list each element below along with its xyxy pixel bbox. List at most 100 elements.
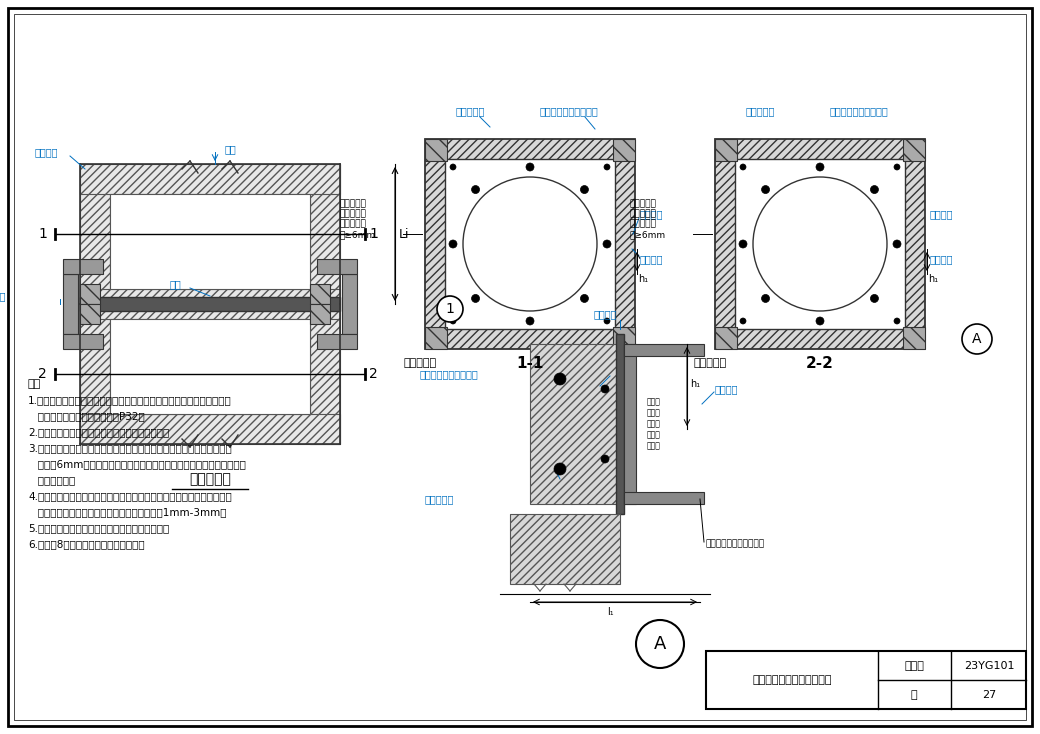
Bar — [425, 139, 635, 349]
Bar — [624, 419, 628, 429]
Bar — [613, 327, 635, 349]
Text: 注：: 注： — [28, 379, 42, 389]
Bar — [310, 304, 330, 324]
Text: 不得高出端板边缘，焊缝高度宜低于坡口端面1mm-3mm。: 不得高出端板边缘，焊缝高度宜低于坡口端面1mm-3mm。 — [28, 507, 227, 517]
Text: 预应力主筋: 预应力主筋 — [425, 494, 454, 504]
Circle shape — [636, 620, 684, 668]
Text: 3.构造钢筋、预埋角钢与端板宜采用压力埋弧焊，采用手工焊时焊缝高度: 3.构造钢筋、预埋角钢与端板宜采用压力埋弧焊，采用手工焊时焊缝高度 — [28, 443, 232, 453]
Text: 预应力空心方桩接桩详图三: 预应力空心方桩接桩详图三 — [752, 675, 832, 685]
Bar — [80, 414, 340, 444]
Text: 连接角钢: 连接角钢 — [716, 384, 738, 394]
Circle shape — [761, 186, 770, 194]
Circle shape — [894, 164, 900, 170]
Bar — [63, 259, 103, 274]
Circle shape — [604, 164, 610, 170]
Bar — [613, 139, 635, 161]
Bar — [616, 334, 624, 514]
Text: 页: 页 — [911, 690, 917, 700]
Circle shape — [739, 240, 747, 248]
Circle shape — [580, 186, 589, 194]
Text: 2: 2 — [369, 367, 378, 381]
Bar — [80, 304, 110, 444]
Text: 与墙板焊接的构造钢筋: 与墙板焊接的构造钢筋 — [830, 106, 889, 116]
Bar — [80, 164, 110, 304]
Bar — [425, 139, 447, 161]
Circle shape — [450, 318, 456, 324]
Text: 2.连接角钢与预埋角钢的连接采取整体边缘焊接。: 2.连接角钢与预埋角钢的连接采取整体边缘焊接。 — [28, 427, 170, 437]
Bar — [735, 159, 905, 329]
Text: 预应力主筋: 预应力主筋 — [746, 106, 775, 116]
Text: A: A — [654, 635, 667, 653]
Text: 接桩详图三: 接桩详图三 — [189, 472, 231, 486]
Bar — [110, 194, 310, 289]
Bar — [342, 274, 357, 334]
Circle shape — [962, 324, 992, 354]
Circle shape — [740, 164, 746, 170]
Bar — [317, 259, 357, 274]
Text: l₁: l₁ — [606, 607, 614, 617]
Circle shape — [449, 240, 457, 248]
Text: 混凝土桩身: 混凝土桩身 — [694, 358, 727, 368]
Circle shape — [554, 463, 566, 475]
Text: 端板: 端板 — [170, 279, 181, 289]
Circle shape — [471, 186, 479, 194]
Text: 不小于6mm（本图与端板连接的构造钢筋主要起主筋镦头与端板的锚固: 不小于6mm（本图与端板连接的构造钢筋主要起主筋镦头与端板的锚固 — [28, 459, 245, 469]
Text: 5.接头部位抗拔承载力不应小于桩身抗拔承载力。: 5.接头部位抗拔承载力不应小于桩身抗拔承载力。 — [28, 523, 170, 533]
Bar — [624, 344, 636, 504]
Text: 连接角钢: 连接角钢 — [0, 291, 6, 301]
Text: 增强作用）。: 增强作用）。 — [28, 475, 75, 485]
Bar — [80, 297, 340, 311]
Bar — [80, 304, 100, 324]
Bar — [706, 651, 1026, 709]
Text: 预应力主筋: 预应力主筋 — [456, 106, 485, 116]
Text: 2: 2 — [38, 367, 47, 381]
Text: Li: Li — [399, 228, 410, 241]
Text: 图集号: 图集号 — [904, 661, 924, 671]
Text: 1-1: 1-1 — [516, 355, 544, 371]
Bar — [624, 492, 704, 504]
Text: 预埋角钢: 预埋角钢 — [35, 147, 58, 157]
Circle shape — [604, 318, 610, 324]
Text: 连接角钢型号及连接钢筋详见P32。: 连接角钢型号及连接钢筋详见P32。 — [28, 411, 145, 421]
Bar — [445, 159, 615, 329]
Bar — [903, 327, 925, 349]
Text: h₁: h₁ — [638, 274, 648, 284]
Bar — [310, 164, 340, 304]
Text: 连接角钢: 连接角钢 — [930, 209, 954, 219]
Text: 1: 1 — [369, 227, 378, 241]
Bar — [63, 274, 78, 334]
Bar — [716, 139, 737, 161]
Text: A: A — [972, 332, 982, 346]
Text: 桩身: 桩身 — [225, 144, 237, 154]
Text: 与墙板焊接的构造钢筋: 与墙板焊接的构造钢筋 — [540, 106, 599, 116]
Bar — [425, 327, 447, 349]
Text: 1: 1 — [445, 302, 454, 316]
Circle shape — [870, 186, 879, 194]
Text: 预埋角钢: 预埋角钢 — [930, 254, 954, 264]
Circle shape — [870, 294, 879, 302]
Circle shape — [603, 240, 612, 248]
Bar — [530, 344, 620, 504]
Bar — [80, 289, 340, 304]
Circle shape — [437, 296, 463, 322]
Bar — [624, 344, 704, 356]
Circle shape — [526, 163, 534, 171]
Text: 与端板连接的构造钢筋: 与端板连接的构造钢筋 — [420, 369, 478, 379]
Circle shape — [761, 294, 770, 302]
Text: 1: 1 — [38, 227, 47, 241]
Text: 角钢外侧做切割打磨处理: 角钢外侧做切割打磨处理 — [705, 539, 764, 548]
Text: 预埋角钢: 预埋角钢 — [593, 309, 617, 319]
Bar — [80, 284, 100, 304]
Text: 6.本图以8根主筋为例，其他情况类似。: 6.本图以8根主筋为例，其他情况类似。 — [28, 539, 145, 549]
Circle shape — [601, 385, 609, 393]
Circle shape — [526, 317, 534, 325]
Bar — [510, 514, 620, 584]
Circle shape — [463, 177, 597, 311]
Text: h₁: h₁ — [690, 379, 700, 389]
Circle shape — [450, 164, 456, 170]
Circle shape — [753, 177, 887, 311]
Circle shape — [894, 318, 900, 324]
Bar — [310, 284, 330, 304]
Text: 27: 27 — [982, 690, 996, 700]
Circle shape — [893, 240, 901, 248]
